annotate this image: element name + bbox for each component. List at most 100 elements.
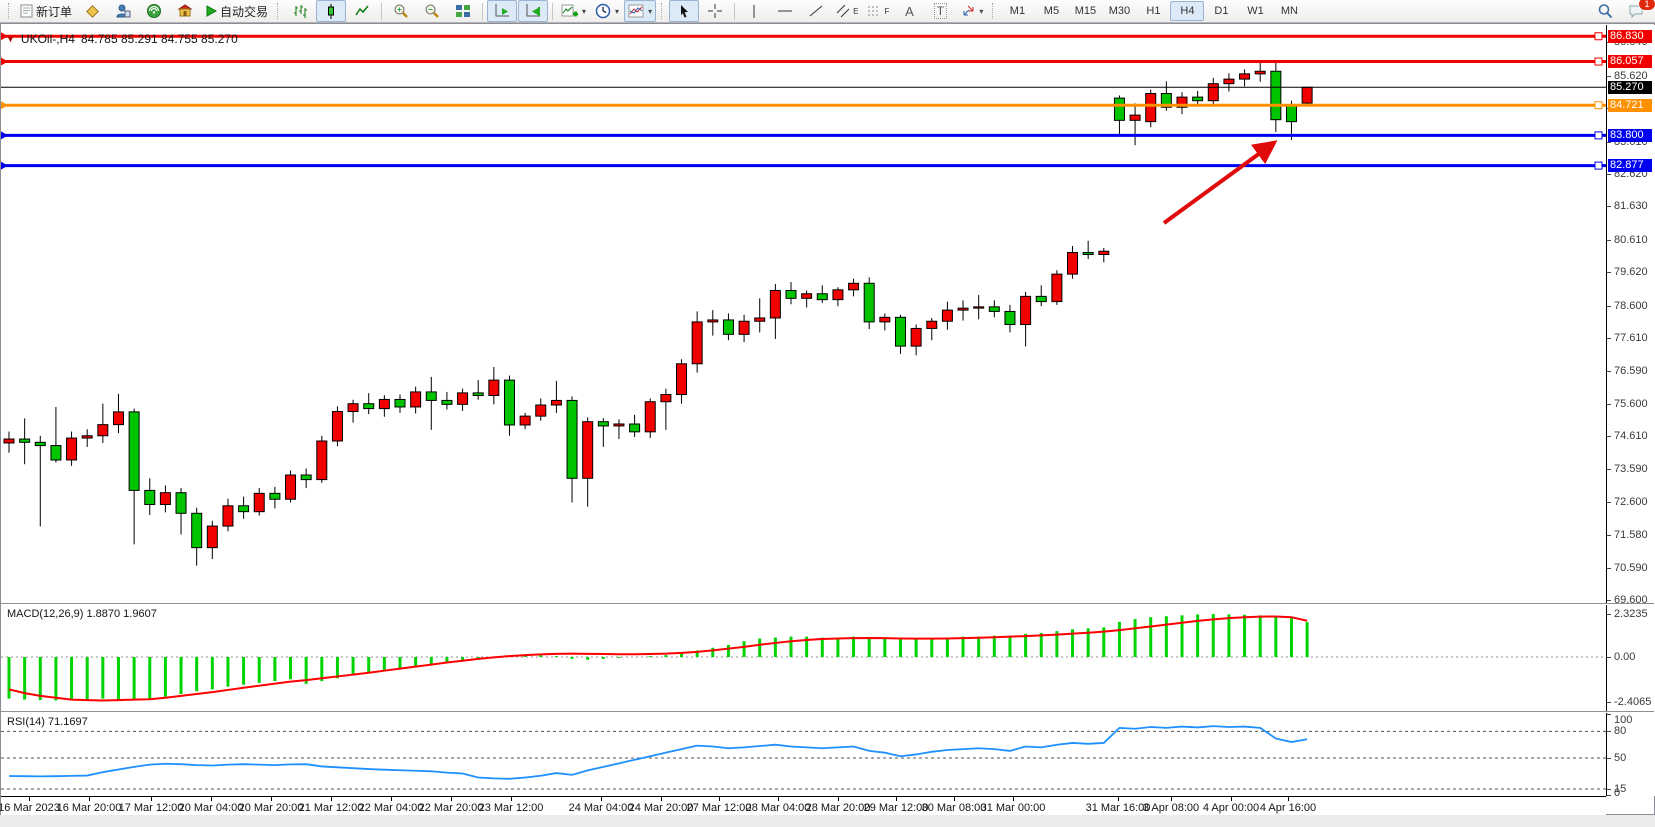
auto-scroll-button[interactable] — [487, 0, 518, 22]
rsi-tick — [1607, 731, 1611, 733]
periods-button[interactable]: ▾ — [591, 0, 623, 22]
price-tick-label: 73.590 — [1614, 463, 1648, 476]
time-tick — [838, 797, 839, 801]
timeframe-button-mn[interactable]: MN — [1280, 5, 1298, 17]
search-button[interactable] — [1590, 0, 1620, 22]
chart-shift-button[interactable] — [518, 0, 549, 22]
pane-splitter-rsi[interactable] — [1, 711, 1654, 713]
price-tick — [1607, 206, 1611, 208]
macd-pane: 2.3235 0.00 -2.4065 MACD(12,26,9) 1.8870 1… — [1, 605, 1655, 713]
pane-splitter-macd[interactable] — [1, 603, 1654, 605]
zoom-in-icon — [394, 4, 408, 18]
window-bottom-edge — [0, 815, 1655, 827]
tile-windows-button[interactable] — [448, 0, 478, 22]
time-tick-label: 29 Mar 12:00 — [863, 802, 929, 814]
notification-count-badge: 1 — [1638, 0, 1655, 11]
fibonacci-tool-button[interactable]: F — [863, 0, 893, 22]
templates-button[interactable]: ▾ — [624, 0, 657, 22]
time-tick — [151, 797, 152, 801]
zoom-in-button[interactable] — [386, 0, 416, 22]
dropdown-caret: ▾ — [979, 6, 984, 16]
timeframe-button-d1[interactable]: D1 — [1214, 5, 1229, 17]
rsi-plot[interactable] — [1, 713, 1606, 796]
indicators-button[interactable]: ▾ — [557, 0, 590, 22]
text-label-tool-button[interactable]: T — [925, 0, 955, 22]
rsi-tick — [1607, 789, 1611, 790]
signal-button[interactable] — [139, 0, 169, 22]
channel-tool-suffix: E — [853, 6, 859, 16]
price-tick — [1607, 403, 1611, 405]
vertical-line-tool-button[interactable] — [739, 0, 769, 22]
clock-icon — [595, 3, 611, 19]
timeframe-button-m5[interactable]: M5 — [1043, 5, 1060, 17]
time-tick-label: 30 Mar 08:00 — [921, 802, 987, 814]
horizontal-line-tool-button[interactable] — [770, 0, 800, 22]
text-tool-icon: A — [905, 3, 914, 19]
price-tick — [1607, 535, 1611, 537]
line-chart-type-button[interactable] — [347, 0, 377, 22]
channel-icon — [836, 4, 850, 18]
rsi-tick-label: 50 — [1614, 752, 1627, 764]
time-tick — [896, 797, 897, 801]
bar-chart-type-button[interactable] — [285, 0, 315, 22]
rsi-tick-label: 15 — [1614, 783, 1627, 795]
chart-window-button[interactable] — [77, 0, 107, 22]
new-order-button[interactable]: 新订单 — [16, 0, 76, 22]
macd-tick-label: -2.4065 — [1614, 695, 1652, 708]
price-tick — [1607, 305, 1611, 307]
timeframe-button-m30[interactable]: M30 — [1108, 5, 1131, 17]
time-tick-label: 4 Apr 16:00 — [1259, 802, 1317, 814]
time-tick-label: 20 Mar 20:00 — [238, 802, 304, 814]
auto-trading-button[interactable]: 自动交易 — [201, 0, 272, 22]
time-tick-label: 31 Mar 00:00 — [980, 802, 1046, 814]
time-tick-label: 16 Mar 2023 — [0, 802, 60, 814]
text-tool-button[interactable]: A — [894, 0, 924, 22]
timeframe-button-h4[interactable]: H4 — [1170, 1, 1205, 21]
equidistant-channel-tool-button[interactable]: E — [832, 0, 862, 22]
timeframe-button-w1[interactable]: W1 — [1247, 5, 1264, 17]
time-tick — [1013, 797, 1014, 801]
auto-scroll-icon — [495, 4, 510, 17]
template-icon — [628, 4, 644, 18]
horizontal-line-icon — [778, 10, 793, 12]
price-tick-label: 71.580 — [1614, 529, 1648, 542]
price-tick — [1607, 239, 1611, 241]
price-axis[interactable]: 86.64085.62084.63083.61082.62081.63080.6… — [1606, 25, 1655, 606]
macd-axis[interactable]: 2.3235 0.00 -2.4065 — [1606, 605, 1655, 713]
time-axis[interactable]: 16 Mar 2023 16 Mar 20:00 17 Mar 12:00 20 Ma… — [0, 796, 1606, 816]
price-tick-label: 75.600 — [1614, 397, 1648, 410]
arrows-tool-button[interactable]: ▾ — [956, 0, 987, 22]
one-click-trading-toggle[interactable]: ▼ — [6, 34, 15, 44]
time-tick — [954, 797, 955, 801]
market-button[interactable] — [170, 0, 200, 22]
rsi-tick-label: 0 — [1614, 787, 1621, 799]
cursor-tool-button[interactable] — [669, 0, 700, 22]
macd-tick — [1607, 701, 1611, 703]
time-tick — [601, 797, 602, 801]
candlestick-plot[interactable] — [1, 25, 1606, 605]
crosshair-tool-button[interactable] — [700, 0, 730, 22]
time-tick-label: 31 Mar 16:00 — [1085, 802, 1151, 814]
time-tick-label: 28 Mar 20:00 — [805, 802, 871, 814]
trendline-tool-button[interactable] — [801, 0, 831, 22]
toolbar-separator — [482, 2, 484, 20]
price-tick-label: 70.590 — [1614, 561, 1648, 574]
macd-tick — [1607, 657, 1611, 658]
dropdown-caret: ▾ — [648, 6, 653, 16]
time-tick-label: 24 Mar 20:00 — [628, 802, 694, 814]
annotation-arrow[interactable] — [1162, 140, 1278, 225]
macd-plot[interactable] — [1, 605, 1606, 713]
candlestick-type-button[interactable] — [316, 0, 347, 22]
notifications-button[interactable]: 1 — [1621, 0, 1655, 22]
profile-button[interactable] — [108, 0, 138, 22]
timeframe-button-m15[interactable]: M15 — [1074, 5, 1097, 17]
price-level-badge: 86.830 — [1608, 29, 1652, 43]
time-tick-label: 27 Mar 12:00 — [686, 802, 752, 814]
timeframe-button-h1[interactable]: H1 — [1146, 5, 1161, 17]
time-tick — [391, 797, 392, 801]
rsi-axis[interactable]: 100 80 50 15 0 — [1606, 713, 1655, 799]
price-tick — [1607, 141, 1611, 143]
zoom-out-button[interactable] — [417, 0, 447, 22]
timeframe-button-m1[interactable]: M1 — [1009, 5, 1026, 17]
vertical-line-icon — [753, 4, 755, 18]
